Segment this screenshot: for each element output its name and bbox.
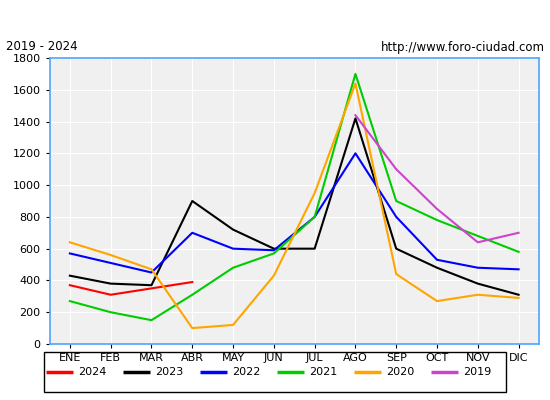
Text: 2020: 2020 [386,367,414,377]
2024 [189,280,196,284]
Text: http://www.foro-ciudad.com: http://www.foro-ciudad.com [381,40,544,54]
2024 [67,283,73,288]
2023 [189,199,196,203]
2020 [230,322,236,327]
2022 [189,230,196,235]
Text: 2019: 2019 [463,367,491,377]
2019 [515,230,522,235]
2022 [148,270,155,275]
Line: 2021: 2021 [70,74,519,320]
2022 [515,267,522,272]
2020 [189,326,196,330]
2019 [434,206,441,211]
2022 [475,265,481,270]
2021 [434,218,441,222]
2020 [148,267,155,272]
2023 [352,116,359,121]
2022 [67,251,73,256]
2023 [107,281,114,286]
2021 [515,250,522,254]
2020 [352,81,359,86]
Text: 2019 - 2024: 2019 - 2024 [6,40,77,54]
2021 [107,310,114,315]
Line: 2022: 2022 [70,153,519,272]
2021 [393,199,399,203]
2020 [515,296,522,300]
2020 [434,299,441,304]
2021 [148,318,155,322]
2022 [434,257,441,262]
2019 [352,113,359,118]
2021 [311,214,318,219]
2021 [189,292,196,297]
2023 [311,246,318,251]
2020 [271,273,277,278]
Line: 2024: 2024 [70,282,192,295]
2021 [352,72,359,76]
2023 [515,292,522,297]
2023 [148,283,155,288]
Text: 2021: 2021 [309,367,337,377]
2020 [393,272,399,276]
2023 [230,227,236,232]
2021 [475,234,481,238]
2020 [107,253,114,258]
2023 [67,273,73,278]
2024 [107,292,114,297]
Text: 2022: 2022 [232,367,260,377]
2022 [352,151,359,156]
Text: 2023: 2023 [155,367,183,377]
2022 [107,260,114,265]
Text: 2024: 2024 [78,367,106,377]
2021 [67,299,73,304]
Line: 2019: 2019 [355,115,519,242]
2019 [475,240,481,245]
2023 [434,265,441,270]
2020 [67,240,73,245]
Line: 2023: 2023 [70,118,519,295]
Line: 2020: 2020 [70,84,519,328]
2023 [475,281,481,286]
2023 [271,246,277,251]
2019 [393,167,399,172]
2020 [311,191,318,196]
2023 [393,246,399,251]
2021 [271,251,277,256]
2022 [271,248,277,253]
2022 [393,214,399,219]
2022 [230,246,236,251]
2021 [230,265,236,270]
2024 [148,286,155,291]
2022 [311,214,318,219]
2020 [475,292,481,297]
Text: Evolucion Nº Turistas Nacionales en el municipio de Villaturiel: Evolucion Nº Turistas Nacionales en el m… [48,10,502,26]
